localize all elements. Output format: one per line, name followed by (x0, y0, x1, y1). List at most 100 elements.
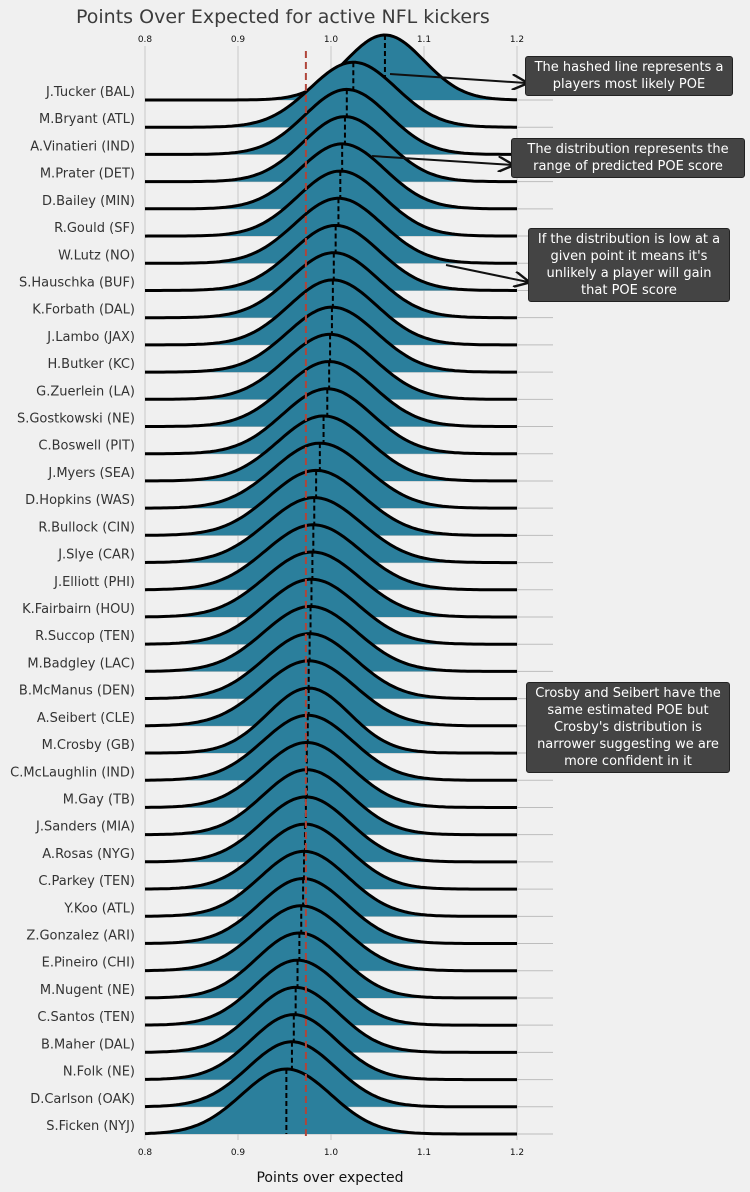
ridge-curve (145, 278, 517, 347)
kicker-label: J.Lambo (JAX) (46, 330, 135, 345)
kicker-label: H.Butker (KC) (47, 357, 135, 372)
ridge-curve (144, 1067, 517, 1136)
kicker-label: S.Gostkowski (NE) (17, 412, 135, 427)
kicker-label: D.Bailey (MIN) (42, 194, 135, 209)
kicker-label: D.Carlson (OAK) (30, 1092, 135, 1107)
arrow-hashed-line (389, 73, 526, 83)
ridge-curve (144, 169, 517, 238)
ridge-fill (145, 851, 517, 917)
tick-label-top: 0.9 (231, 35, 246, 45)
ridge-curve (145, 686, 517, 755)
kicker-label: R.Gould (SF) (54, 221, 135, 236)
kicker-label: A.Seibert (CLE) (37, 711, 135, 726)
kicker-labels: J.Tucker (BAL) M.Bryant (ATL) A.Vinatieri … (10, 85, 135, 1134)
kicker-label: C.Santos (TEN) (37, 1010, 135, 1025)
tick-label-bottom: 0.8 (138, 1148, 153, 1158)
kicker-label: G.Zuerlein (LA) (36, 384, 135, 399)
kicker-label: M.Crosby (GB) (42, 738, 135, 753)
ridge-curve (144, 523, 517, 592)
arrow-low-point (445, 264, 528, 282)
ridge-curve (145, 741, 517, 809)
ridge-curve (145, 196, 517, 265)
tick-label-top: 1.0 (324, 35, 339, 45)
tick-label-bottom: 1.2 (510, 1148, 524, 1158)
ridge-fill (145, 660, 517, 726)
kicker-label: C.Parkey (TEN) (38, 874, 135, 889)
kicker-label: B.McManus (DEN) (19, 684, 135, 699)
ridge-fill (145, 905, 517, 971)
ridge-fill (145, 742, 517, 808)
kicker-label: C.McLaughlin (IND) (10, 765, 135, 780)
kicker-label: K.Forbath (DAL) (32, 303, 135, 318)
ridge-fill (145, 824, 517, 890)
ridge-curve (145, 877, 517, 945)
ridge-fill (145, 878, 517, 944)
kicker-label: J.Elliott (PHI) (53, 575, 135, 590)
kicker-label: Y.Koo (ATL) (63, 901, 135, 916)
x-axis-label: Points over expected (256, 1170, 403, 1186)
ridge-curve (145, 1013, 517, 1082)
annotation-hashed-line: The hashed line represents a players mos… (525, 56, 733, 96)
ridge-curve (145, 904, 517, 973)
ridge-fill (145, 1069, 517, 1134)
kicker-label: J.Myers (SEA) (47, 466, 135, 481)
chart-title: Points Over Expected for active NFL kick… (76, 6, 490, 28)
annotation-arrows (371, 73, 528, 282)
kicker-label: J.Sanders (MIA) (35, 820, 135, 835)
tick-label-top: 0.8 (138, 35, 153, 45)
ridge-fill (145, 987, 517, 1053)
ridge-fill (145, 796, 517, 862)
ridge-fill (145, 769, 517, 835)
ridge-fill (145, 688, 517, 754)
kicker-label: S.Hauschka (BUF) (19, 275, 135, 290)
ridge-curve (145, 632, 517, 701)
ridge-curve (145, 60, 517, 129)
ridge-curve (144, 550, 517, 619)
ridge-curve (145, 768, 517, 837)
ridge-curve (145, 441, 517, 510)
ridge-curve (145, 115, 517, 184)
ridge-fill (145, 1014, 517, 1080)
kicker-label: M.Prater (DET) (40, 167, 135, 182)
ridge-curve (145, 142, 517, 211)
kicker-label: M.Bryant (ATL) (39, 112, 135, 127)
ridge-curve (144, 931, 517, 1000)
kicker-label: W.Lutz (NO) (58, 248, 135, 263)
ridge-curve (145, 387, 517, 456)
ridge-curve (145, 305, 517, 374)
kicker-label: S.Ficken (NYJ) (46, 1119, 135, 1134)
ridge-curve (145, 822, 517, 891)
ridge-curve (145, 224, 517, 292)
annotation-crosby-seibert: Crosby and Seibert have the same estimat… (526, 682, 730, 773)
ridge-curve (145, 577, 517, 646)
ridge-curve (145, 87, 517, 156)
ridge-curve (145, 468, 517, 537)
ridge-curve (145, 414, 517, 483)
kicker-label: C.Boswell (PIT) (38, 439, 135, 454)
x-axis-ticks: 0.8 0.8 0.9 0.9 1.0 1.0 1.1 1.1 1.2 1.2 (138, 35, 524, 1158)
kicker-label: J.Slye (CAR) (57, 548, 135, 563)
tick-label-bottom: 0.9 (231, 1148, 246, 1158)
tick-label-bottom: 1.0 (324, 1148, 339, 1158)
kicker-label: D.Hopkins (WAS) (25, 493, 135, 508)
ridge-fill (145, 960, 517, 1026)
ridge-curve (145, 958, 517, 1027)
kicker-label: M.Badgley (LAC) (27, 656, 135, 671)
kicker-label: A.Rosas (NYG) (42, 847, 135, 862)
ridge-curve (144, 1040, 517, 1109)
kicker-label: E.Pineiro (CHI) (42, 956, 135, 971)
kicker-label: Z.Gonzalez (ARI) (26, 929, 135, 944)
ridge-fill (145, 35, 517, 100)
ridge-curve (145, 795, 517, 864)
ridge-curve (145, 251, 517, 320)
annotation-low-point: If the distribution is low at a given po… (528, 228, 730, 302)
annotation-distribution: The distribution represents the range of… (511, 138, 745, 178)
kicker-label: B.Maher (DAL) (41, 1037, 135, 1052)
arrow-distribution (371, 155, 512, 165)
kicker-label: M.Nugent (NE) (40, 983, 135, 998)
ridge-curve (144, 496, 517, 565)
ridge-fill (145, 633, 517, 699)
kicker-label: N.Folk (NE) (63, 1065, 135, 1080)
kicker-label: R.Bullock (CIN) (38, 520, 135, 535)
